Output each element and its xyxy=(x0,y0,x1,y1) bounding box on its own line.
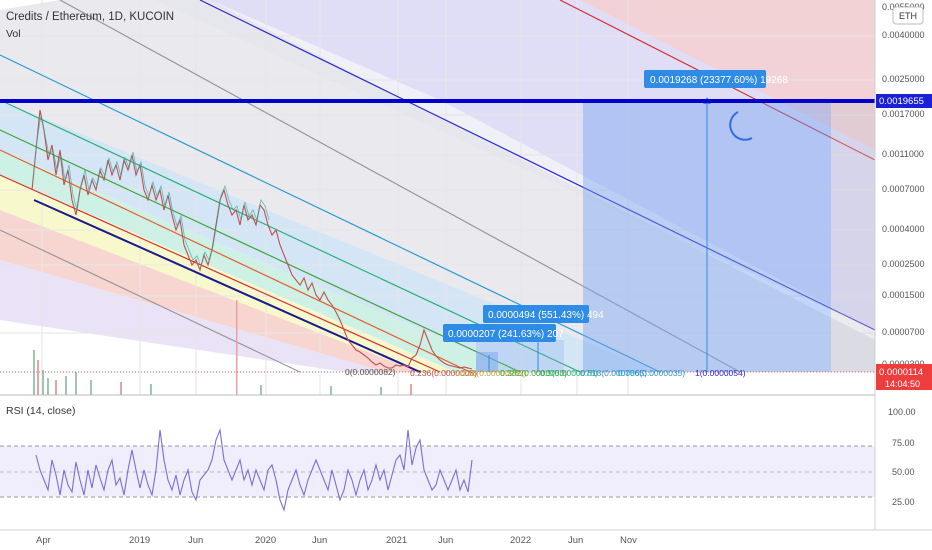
last-price-tag[interactable]: 0.0000114 14:04:50 xyxy=(876,364,932,390)
rsi-axis[interactable]: 100.00 75.00 50.00 25.00 xyxy=(888,407,916,507)
chart-title[interactable]: Credits / Ethereum, 1D, KUCOIN xyxy=(6,11,174,23)
time-tick: Jun xyxy=(188,535,203,546)
mid-label-2[interactable]: 0.0000207 (241.63%) 207 xyxy=(443,324,564,342)
rsi-tick: 50.00 xyxy=(892,467,915,477)
time-tick: Jun xyxy=(438,535,453,546)
svg-text:0.0000207 (241.63%) 207: 0.0000207 (241.63%) 207 xyxy=(448,329,564,340)
rsi-pane[interactable] xyxy=(0,427,875,512)
fib-level-236b: 0.236(0.00000282) xyxy=(455,368,527,378)
price-tick: 0.0007000 xyxy=(882,184,925,194)
time-tick: Apr xyxy=(36,535,51,546)
volume-legend[interactable]: Vol xyxy=(6,28,21,40)
target-label[interactable]: 0.0019268 (23377.60%) 19268 xyxy=(644,70,788,88)
time-tick: 2022 xyxy=(510,535,531,546)
rsi-tick: 100.00 xyxy=(888,407,916,417)
rsi-tick: 25.00 xyxy=(892,497,915,507)
price-tick: 0.0000700 xyxy=(882,327,925,337)
time-tick: 2019 xyxy=(129,535,150,546)
time-tick: Nov xyxy=(620,535,637,546)
price-tick: 0.0017000 xyxy=(882,109,925,119)
svg-text:ETH: ETH xyxy=(899,11,917,21)
rsi-title[interactable]: RSI (14, close) xyxy=(6,405,75,417)
svg-text:0.0019268 (23377.60%) 19268: 0.0019268 (23377.60%) 19268 xyxy=(650,75,788,86)
currency-badge[interactable]: ETH xyxy=(892,6,924,25)
price-tick: 0.0002500 xyxy=(882,259,925,269)
price-tick: 0.0011000 xyxy=(882,149,924,159)
fib-level-5: 0.5(0.0000078) xyxy=(540,368,598,378)
price-tick: 0.0001500 xyxy=(882,290,925,300)
fib-level-236: 0.236(0.0000008) xyxy=(410,368,477,378)
time-tick: Jun xyxy=(568,535,583,546)
time-tick: 2021 xyxy=(386,535,407,546)
time-axis[interactable]: Apr 2019 Jun 2020 Jun 2021 Jun 2022 Jun … xyxy=(36,535,637,546)
fib-level-1: 1(0.0000054) xyxy=(695,368,746,378)
current-price-tag[interactable]: 0.0019655 xyxy=(876,94,932,108)
bar-countdown: 14:04:50 xyxy=(885,379,920,389)
fib-level-382: 0.382(0.0000050) xyxy=(500,368,567,378)
price-tick: 0.0025000 xyxy=(882,74,925,84)
time-tick: Jun xyxy=(312,535,327,546)
svg-text:0.0000494 (551.43%) 494: 0.0000494 (551.43%) 494 xyxy=(488,310,604,321)
fib-level-0: 0(0.0000082) xyxy=(345,367,396,377)
svg-text:0.0000114: 0.0000114 xyxy=(879,367,923,378)
mid-label-1[interactable]: 0.0000494 (551.43%) 494 xyxy=(483,305,604,323)
fib-level-618: 0.618(0.0000065) xyxy=(580,368,647,378)
rsi-tick: 75.00 xyxy=(892,438,915,448)
price-tick: 0.0004000 xyxy=(882,224,925,234)
fib-level-786: 0.786(0.0000035) xyxy=(618,368,685,378)
price-series xyxy=(31,109,473,370)
rsi-line xyxy=(35,427,473,512)
price-tick: 0.0040000 xyxy=(882,30,925,40)
moon-icon xyxy=(729,111,753,141)
svg-text:0.0019655: 0.0019655 xyxy=(879,96,924,107)
time-tick: 2020 xyxy=(255,535,276,546)
